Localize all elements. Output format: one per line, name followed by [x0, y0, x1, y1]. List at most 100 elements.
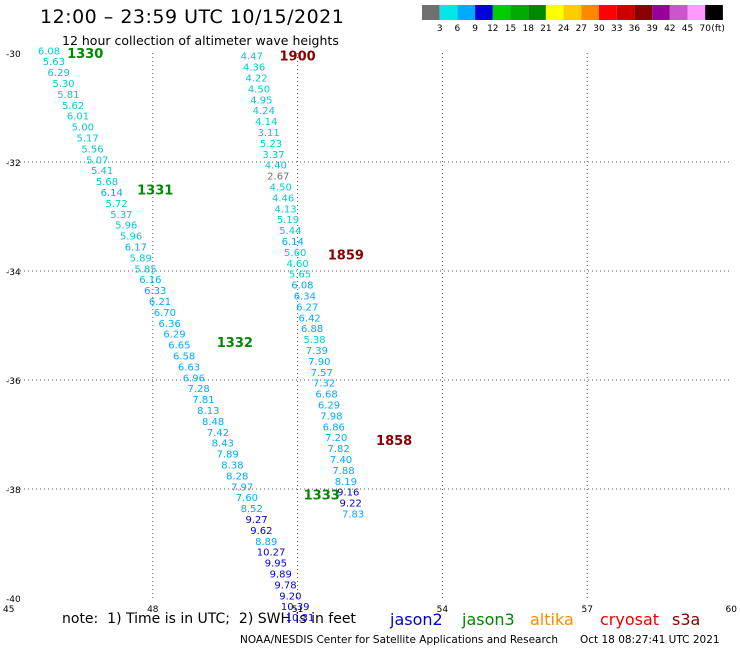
swh-value-jason3: 9.95 — [265, 559, 287, 570]
colorbar-swatch — [581, 5, 599, 20]
swh-value-s3a: 6.29 — [318, 401, 340, 412]
x-tick-label: 60 — [726, 605, 738, 615]
y-tick-label: -38 — [6, 486, 21, 496]
swh-value-jason3: 10.39 — [281, 602, 310, 613]
swh-value-s3a: 6.42 — [299, 313, 321, 324]
legend-s3a: s3a — [672, 610, 700, 629]
colorbar-swatch — [687, 5, 706, 20]
colorbar-swatch — [545, 5, 564, 20]
swh-value-s3a: 2.67 — [267, 172, 289, 183]
swh-value-jason3: 8.52 — [241, 504, 263, 515]
swh-value-jason3: 7.97 — [231, 482, 253, 493]
footer-timestamp: Oct 18 08:27:41 UTC 2021 — [580, 634, 720, 646]
swh-value-s3a: 3.11 — [258, 128, 280, 139]
swh-value-jason3: 5.56 — [81, 144, 103, 155]
swh-value-s3a: 3.37 — [262, 150, 284, 161]
swh-value-jason3: 6.16 — [139, 275, 161, 286]
swh-value-jason3: 9.78 — [274, 580, 296, 591]
swh-value-jason3: 5.41 — [91, 166, 113, 177]
swh-value-s3a: 7.20 — [325, 433, 347, 444]
colorbar-tick-label: 30 — [593, 24, 605, 34]
swh-value-s3a: 5.19 — [277, 215, 299, 226]
colorbar-swatch — [634, 5, 653, 20]
swh-value-s3a: 7.83 — [342, 510, 364, 521]
swh-value-jason3: 5.81 — [57, 90, 79, 101]
colorbar-swatch — [439, 5, 458, 20]
colorbar-swatch — [599, 5, 617, 20]
colorbar-swatch — [457, 5, 476, 20]
colorbar-tick-label: 12 — [487, 24, 498, 34]
swh-value-s3a: 4.50 — [270, 183, 292, 194]
swh-value-jason3: 6.58 — [173, 351, 195, 362]
swh-value-s3a: 7.40 — [330, 455, 352, 466]
pass-time-label: 1859 — [328, 249, 364, 264]
colorbar-tick-label: 70 — [699, 24, 711, 34]
swh-value-jason3: 6.65 — [168, 341, 190, 352]
swh-value-s3a: 4.50 — [248, 84, 270, 95]
pass-time-label: 1332 — [217, 336, 253, 351]
swh-value-jason3: 9.62 — [250, 526, 272, 537]
swh-value-jason3: 5.89 — [130, 253, 152, 264]
swh-value-jason3: 6.29 — [163, 330, 185, 341]
colorbar-swatch — [652, 5, 670, 20]
swh-value-s3a: 9.16 — [337, 488, 359, 499]
legend-cryosat: cryosat — [600, 610, 659, 629]
pass-time-label: 1331 — [137, 183, 173, 198]
swh-value-jason3: 6.01 — [67, 112, 89, 123]
swh-value-s3a: 4.36 — [243, 63, 265, 74]
swh-value-s3a: 4.47 — [241, 52, 263, 63]
swh-value-s3a: 7.82 — [327, 444, 349, 455]
swh-value-jason3: 6.63 — [178, 362, 200, 373]
colorbar-swatch — [492, 5, 511, 20]
colorbar-swatch — [475, 5, 493, 20]
footer-credit: NOAA/NESDIS Center for Satellite Applica… — [240, 634, 558, 646]
swh-value-s3a: 6.68 — [315, 390, 337, 401]
colorbar-swatch — [705, 5, 723, 20]
swh-value-s3a: 8.19 — [335, 477, 357, 488]
x-tick-label: 45 — [3, 605, 14, 615]
swh-value-jason3: 5.72 — [105, 199, 127, 210]
swh-value-jason3: 7.89 — [216, 450, 238, 461]
swh-value-jason3: 5.30 — [52, 79, 74, 90]
swh-value-s3a: 7.90 — [308, 357, 330, 368]
swh-value-jason3: 7.60 — [236, 493, 258, 504]
swh-value-jason3: 5.96 — [115, 221, 137, 232]
colorbar-swatch — [616, 5, 635, 20]
swh-value-s3a: 4.95 — [250, 95, 272, 106]
pass-time-label: 1900 — [280, 50, 316, 65]
swh-value-s3a: 6.34 — [294, 292, 316, 303]
swh-value-s3a: 9.22 — [340, 499, 362, 510]
colorbar-tick-label: 21 — [540, 24, 551, 34]
swh-value-s3a: 5.38 — [303, 335, 325, 346]
x-tick-label: 54 — [437, 605, 449, 615]
swh-value-s3a: 5.65 — [289, 270, 311, 281]
pass-time-label: 1858 — [376, 434, 412, 449]
swh-value-jason3: 6.96 — [183, 373, 205, 384]
y-tick-label: -40 — [6, 595, 21, 605]
swh-value-jason3: 7.28 — [188, 384, 210, 395]
swh-value-jason3: 5.17 — [77, 133, 99, 144]
swh-value-jason3: 6.14 — [101, 188, 123, 199]
swh-value-jason3: 10.27 — [257, 548, 286, 559]
colorbar-tick-label: 9 — [472, 24, 478, 34]
swh-value-jason3: 6.70 — [154, 308, 176, 319]
swh-value-jason3: 6.33 — [144, 286, 166, 297]
swh-value-jason3: 5.63 — [43, 57, 65, 68]
chart-title: 12:00 – 23:59 UTC 10/15/2021 — [40, 6, 345, 28]
swh-value-s3a: 5.44 — [279, 226, 301, 237]
footer-note: note: 1) Time is in UTC; 2) SWH is in fe… — [62, 611, 356, 627]
swh-value-s3a: 6.14 — [282, 237, 304, 248]
swh-value-jason3: 6.17 — [125, 242, 147, 253]
x-tick-label: 51 — [292, 605, 303, 615]
x-tick-label: 48 — [147, 605, 159, 615]
swh-value-s3a: 7.88 — [332, 466, 354, 477]
colorbar-tick-label: 33 — [611, 24, 622, 34]
colorbar-tick-label: 6 — [455, 24, 461, 34]
x-tick-label: 57 — [581, 605, 592, 615]
swh-value-jason3: 8.43 — [212, 439, 234, 450]
y-tick-label: -36 — [6, 377, 21, 387]
swh-value-jason3: 6.08 — [38, 46, 60, 57]
swh-value-jason3: 9.27 — [245, 515, 267, 526]
swh-value-s3a: 4.13 — [274, 204, 296, 215]
swh-value-jason3: 6.21 — [149, 297, 171, 308]
